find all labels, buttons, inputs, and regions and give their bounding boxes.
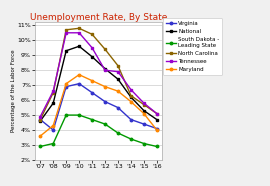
Maryland	[65, 83, 68, 85]
Maryland	[116, 90, 120, 92]
Tennessee	[90, 47, 94, 49]
North Carolina	[77, 27, 81, 29]
Tennessee	[52, 90, 55, 92]
South Dakota -
Leading State	[142, 142, 146, 145]
National	[77, 45, 81, 47]
South Dakota -
Leading State	[77, 114, 81, 116]
Virginia	[39, 118, 42, 121]
Line: National: National	[39, 45, 158, 122]
Maryland	[77, 74, 81, 76]
Line: North Carolina: North Carolina	[39, 27, 158, 121]
National	[90, 56, 94, 58]
South Dakota -
Leading State	[90, 118, 94, 121]
Line: South Dakota -
Leading State: South Dakota - Leading State	[39, 114, 158, 148]
South Dakota -
Leading State	[52, 142, 55, 145]
Maryland	[39, 135, 42, 137]
North Carolina	[155, 113, 158, 115]
National	[52, 102, 55, 104]
Tennessee	[155, 113, 158, 115]
North Carolina	[142, 103, 146, 106]
South Dakota -
Leading State	[103, 123, 107, 125]
National	[116, 78, 120, 80]
Virginia	[90, 92, 94, 94]
National	[103, 68, 107, 70]
Tennessee	[103, 69, 107, 71]
Virginia	[116, 106, 120, 109]
National	[129, 96, 133, 98]
Maryland	[142, 113, 146, 115]
Legend: Virginia, National, South Dakota -
Leading State, North Carolina, Tennessee, Mar: Virginia, National, South Dakota - Leadi…	[163, 18, 222, 75]
Maryland	[129, 100, 133, 103]
Tennessee	[142, 102, 146, 104]
Virginia	[65, 86, 68, 88]
National	[65, 50, 68, 52]
Tennessee	[116, 70, 120, 73]
Line: Virginia: Virginia	[39, 82, 158, 131]
Virginia	[52, 129, 55, 131]
Tennessee	[65, 32, 68, 34]
South Dakota -
Leading State	[155, 145, 158, 148]
Virginia	[103, 100, 107, 103]
South Dakota -
Leading State	[65, 114, 68, 116]
National	[155, 118, 158, 121]
South Dakota -
Leading State	[129, 138, 133, 140]
North Carolina	[65, 29, 68, 31]
Tennessee	[129, 89, 133, 91]
Tennessee	[39, 116, 42, 118]
North Carolina	[52, 92, 55, 94]
Maryland	[155, 129, 158, 131]
Title: Unemployment Rate, By State: Unemployment Rate, By State	[30, 12, 167, 22]
North Carolina	[116, 65, 120, 67]
South Dakota -
Leading State	[39, 145, 42, 148]
South Dakota -
Leading State	[116, 132, 120, 134]
National	[142, 110, 146, 112]
North Carolina	[90, 33, 94, 35]
Maryland	[90, 80, 94, 82]
Virginia	[155, 127, 158, 130]
North Carolina	[129, 94, 133, 97]
Tennessee	[77, 32, 81, 34]
Virginia	[77, 83, 81, 85]
Maryland	[52, 124, 55, 127]
Line: Tennessee: Tennessee	[39, 32, 158, 118]
Virginia	[142, 123, 146, 125]
Maryland	[103, 86, 107, 88]
Virginia	[129, 118, 133, 121]
National	[39, 120, 42, 122]
North Carolina	[39, 118, 42, 121]
North Carolina	[103, 48, 107, 50]
Y-axis label: Percentage of the Labor Force: Percentage of the Labor Force	[11, 50, 16, 132]
Line: Maryland: Maryland	[39, 73, 158, 137]
